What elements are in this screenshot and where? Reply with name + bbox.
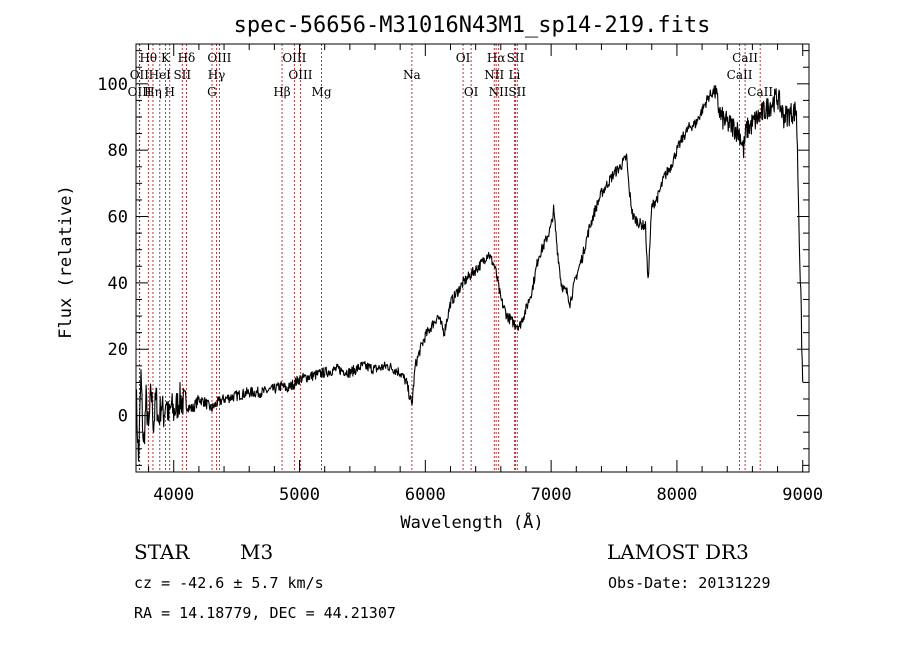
line-label: NII: [484, 68, 504, 82]
x-tick-label: 5000: [279, 485, 320, 505]
x-tick-label: 6000: [405, 485, 446, 505]
line-label: H: [164, 85, 174, 99]
chart-title: spec-56656-M31016N43M1_sp14-219.fits: [234, 13, 711, 38]
line-label: OIII: [282, 51, 306, 65]
x-tick-label: 8000: [656, 485, 697, 505]
y-tick-label: 100: [97, 75, 128, 95]
y-tick-label: 60: [108, 208, 128, 228]
line-label: OI: [464, 85, 479, 99]
line-label: Hβ: [273, 85, 290, 99]
line-label: Mg: [312, 85, 332, 99]
axis-ticks: 4000 5000 6000 7000 8000 9000 0 20 40 60 80 100: [97, 44, 823, 505]
line-label: HeI: [149, 68, 172, 82]
survey-name: LAMOST DR3: [607, 540, 749, 564]
line-label: Na: [403, 68, 421, 82]
coordinates: RA = 14.18779, DEC = 44.21307: [134, 604, 396, 622]
line-label: Hα: [487, 51, 506, 65]
line-label: OIII: [207, 51, 231, 65]
object-type: STAR: [134, 540, 190, 564]
line-label: CaII: [727, 68, 753, 82]
line-label: Hγ: [208, 68, 226, 82]
x-tick-label: 7000: [531, 485, 572, 505]
redshift-velocity: cz = -42.6 ± 5.7 km/s: [134, 574, 324, 592]
line-label: SII: [508, 85, 526, 99]
line-label: CaII: [732, 51, 758, 65]
line-label: OIII: [128, 85, 152, 99]
observation-date: Obs-Date: 20131229: [608, 574, 771, 592]
line-label: NII: [489, 85, 509, 99]
object-subclass: M3: [240, 540, 274, 564]
x-tick-label: 9000: [782, 485, 823, 505]
spectrum-line: [135, 85, 804, 462]
y-tick-label: 80: [108, 141, 128, 161]
line-label: G: [207, 85, 217, 99]
y-tick-label: 20: [108, 340, 128, 360]
line-label: OII: [130, 68, 150, 82]
y-tick-label: 40: [108, 274, 128, 294]
line-label: CaII: [747, 85, 773, 99]
line-label: Hθ: [139, 51, 157, 65]
line-label: OI: [456, 51, 471, 65]
line-label: Li: [508, 68, 520, 82]
plot-frame: [135, 43, 810, 473]
line-label: Hη: [144, 85, 162, 99]
y-axis-label: Flux (relative): [56, 185, 76, 339]
line-label: OIII: [288, 68, 312, 82]
y-tick-label: 0: [118, 407, 128, 427]
spectrum-series: [135, 85, 804, 462]
line-label: Hδ: [178, 51, 196, 65]
line-label: K: [161, 51, 171, 65]
line-label: SII: [507, 51, 525, 65]
x-tick-label: 4000: [153, 485, 194, 505]
x-axis-label: Wavelength (Å): [400, 511, 543, 533]
line-label: SII: [173, 68, 191, 82]
